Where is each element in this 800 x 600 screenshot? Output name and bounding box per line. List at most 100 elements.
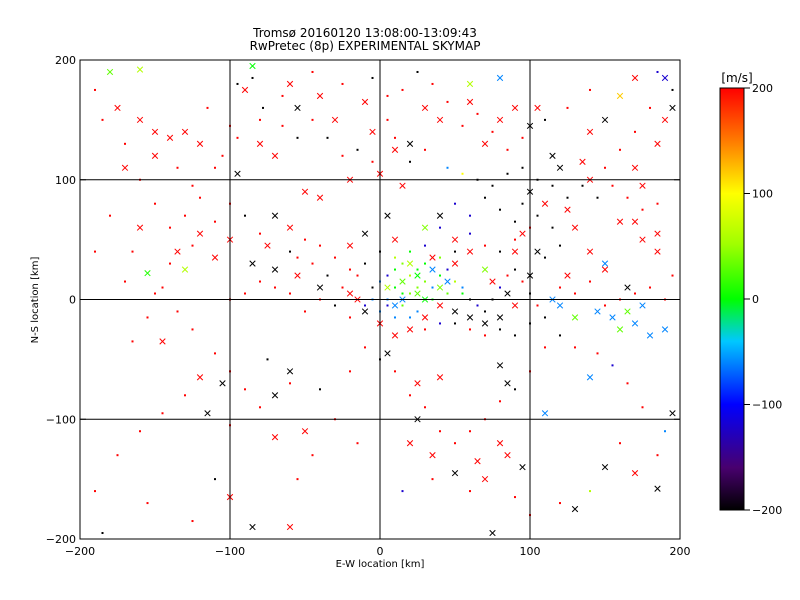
scatter-point-dot	[274, 286, 276, 289]
scatter-point-dot	[656, 202, 659, 205]
scatter-point-cross	[174, 248, 181, 255]
scatter-point-dot	[326, 136, 329, 139]
scatter-point-cross	[331, 116, 339, 124]
scatter-point-cross	[601, 116, 609, 124]
scatter-point-dot	[424, 280, 426, 283]
scatter-point-dot	[581, 184, 584, 187]
scatter-point-cross	[601, 463, 609, 471]
scatter-point-cross	[414, 272, 421, 279]
scatter-point-cross	[496, 74, 504, 82]
scatter-point-cross	[436, 212, 444, 219]
scatter-point-cross	[609, 314, 616, 321]
scatter-point-cross	[211, 254, 219, 261]
scatter-point-dot	[94, 88, 96, 91]
scatter-point-dot	[356, 274, 359, 277]
scatter-point-cross	[481, 320, 489, 327]
scatter-point-dot	[364, 346, 366, 349]
scatter-point-cross	[249, 62, 256, 70]
scatter-point-dot	[349, 268, 351, 271]
scatter-point-dot	[491, 184, 494, 187]
scatter-point-dot	[356, 148, 359, 151]
scatter-point-cross	[151, 128, 159, 136]
scatter-point-dot	[259, 118, 261, 121]
scatter-point-cross	[654, 230, 661, 237]
y-tick-label: 200	[55, 54, 76, 67]
scatter-point-dot	[439, 226, 441, 229]
scatter-point-dot	[454, 202, 456, 205]
scatter-point-dot	[401, 490, 404, 493]
scatter-point-cross	[654, 248, 661, 255]
scatter-point-cross	[639, 302, 646, 309]
scatter-point-dot	[244, 214, 246, 217]
scatter-point-dot	[394, 286, 396, 289]
scatter-point-dot	[311, 454, 314, 457]
scatter-point-cross	[466, 248, 474, 255]
scatter-point-dot	[416, 310, 419, 313]
scatter-point-dot	[146, 502, 149, 505]
scatter-point-dot	[484, 244, 486, 247]
scatter-point-cross	[631, 74, 639, 82]
scatter-point-dot	[476, 112, 479, 115]
scatter-point-cross	[166, 134, 174, 141]
scatter-point-cross	[286, 368, 294, 375]
scatter-point-cross	[294, 104, 301, 112]
scatter-point-cross	[534, 248, 541, 255]
colorbar-label: [m/s]	[721, 71, 752, 85]
scatter-point-dot	[394, 136, 396, 139]
scatter-point-dot	[604, 304, 606, 307]
scatter-point-cross	[646, 332, 654, 339]
scatter-point-dot	[461, 124, 464, 127]
scatter-point-cross	[624, 284, 631, 291]
scatter-point-dot	[521, 202, 524, 205]
scatter-point-dot	[214, 220, 216, 223]
scatter-point-dot	[484, 334, 486, 337]
scatter-point-cross	[391, 236, 399, 243]
scatter-point-cross	[406, 440, 414, 447]
scatter-point-dot	[551, 226, 554, 229]
scatter-point-cross	[466, 80, 474, 88]
scatter-point-dot	[559, 334, 561, 337]
scatter-point-dot	[416, 268, 419, 271]
scatter-point-dot	[371, 286, 374, 289]
scatter-point-dot	[499, 328, 501, 331]
scatter-point-dot	[476, 304, 479, 307]
scatter-point-dot	[641, 406, 644, 409]
scatter-point-dot	[124, 280, 126, 283]
scatter-point-cross	[661, 116, 669, 124]
scatter-point-dot	[506, 148, 509, 151]
scatter-point-cross	[316, 284, 324, 291]
scatter-point-cross	[399, 182, 406, 189]
scatter-point-dot	[566, 196, 569, 199]
scatter-point-dot	[596, 352, 599, 355]
scatter-point-cross	[661, 326, 669, 333]
colorbar-tick-label: −200	[752, 504, 782, 517]
scatter-point-cross	[631, 218, 639, 225]
scatter-point-cross	[384, 212, 391, 219]
scatter-point-cross	[384, 284, 391, 291]
scatter-point-dot	[356, 442, 359, 445]
scatter-point-cross	[579, 158, 586, 165]
scatter-point-cross	[654, 485, 661, 492]
scatter-point-cross	[399, 278, 406, 285]
scatter-point-dot	[94, 490, 96, 493]
scatter-point-dot	[139, 430, 141, 433]
scatter-point-dot	[611, 364, 614, 367]
scatter-point-dot	[311, 70, 314, 73]
scatter-point-dot	[506, 274, 509, 277]
scatter-point-dot	[589, 490, 591, 493]
scatter-point-cross	[661, 74, 669, 82]
scatter-point-dot	[409, 316, 411, 319]
scatter-point-cross	[534, 104, 541, 112]
scatter-point-dot	[394, 256, 396, 259]
scatter-point-dot	[454, 280, 456, 283]
scatter-point-cross	[136, 224, 144, 231]
scatter-point-cross	[346, 290, 354, 297]
scatter-point-dot	[671, 88, 674, 91]
scatter-point-cross	[264, 242, 271, 249]
scatter-point-cross	[571, 505, 579, 513]
y-tick-label: −200	[46, 533, 76, 546]
scatter-point-dot	[604, 166, 606, 169]
scatter-point-dot	[521, 166, 524, 169]
scatter-point-cross	[571, 224, 579, 231]
scatter-point-cross	[271, 266, 279, 273]
